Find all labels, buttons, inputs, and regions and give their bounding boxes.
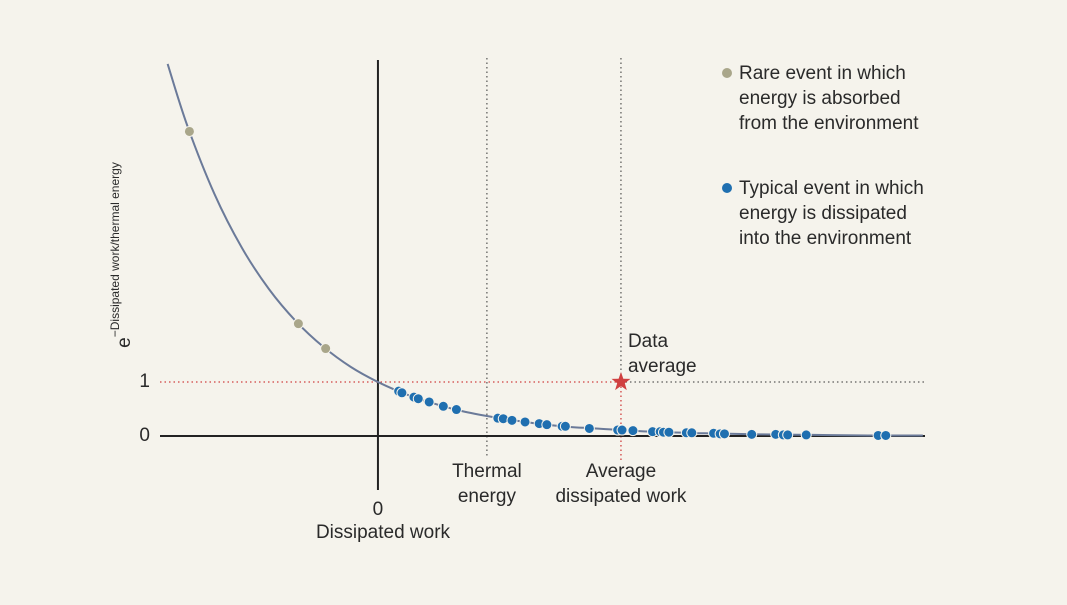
point	[627, 425, 639, 437]
y-axis-base: e	[114, 337, 135, 348]
legend-label: Rare event in which energy is absorbed f…	[739, 63, 919, 134]
data-average-label: Data	[628, 331, 669, 352]
legend-label: Typical event in which energy is dissipa…	[739, 178, 924, 249]
point	[541, 419, 553, 431]
data-average-label: average	[628, 356, 697, 377]
point	[616, 424, 628, 436]
thermal-label: Thermal	[452, 461, 522, 482]
point	[423, 396, 435, 408]
y-axis-exponent: −Dissipated work/thermal energy	[108, 162, 122, 337]
point	[800, 429, 812, 441]
legend-marker	[722, 68, 732, 78]
average-label: dissipated work	[555, 486, 686, 507]
point	[320, 343, 332, 355]
point	[583, 422, 595, 434]
point	[437, 400, 449, 412]
x-tick-label: 0	[373, 499, 384, 520]
point	[663, 426, 675, 438]
point	[506, 414, 518, 426]
thermal-label: energy	[458, 486, 517, 507]
point	[686, 427, 698, 439]
data-average-star	[611, 372, 631, 391]
average-label: Average	[586, 461, 656, 482]
y-tick-label: 0	[139, 425, 150, 446]
point	[718, 428, 730, 440]
legend-marker	[722, 183, 732, 193]
y-axis-title: e−Dissipated work/thermal energy	[108, 162, 135, 348]
y-tick-label: 1	[139, 371, 150, 392]
point	[292, 318, 304, 330]
point	[559, 420, 571, 432]
point	[412, 393, 424, 405]
point	[396, 387, 408, 399]
point	[519, 416, 531, 428]
point	[746, 428, 758, 440]
point	[880, 429, 892, 441]
point	[450, 404, 462, 416]
x-axis-title: Dissipated work	[316, 522, 451, 543]
point	[782, 429, 794, 441]
point	[183, 125, 195, 137]
